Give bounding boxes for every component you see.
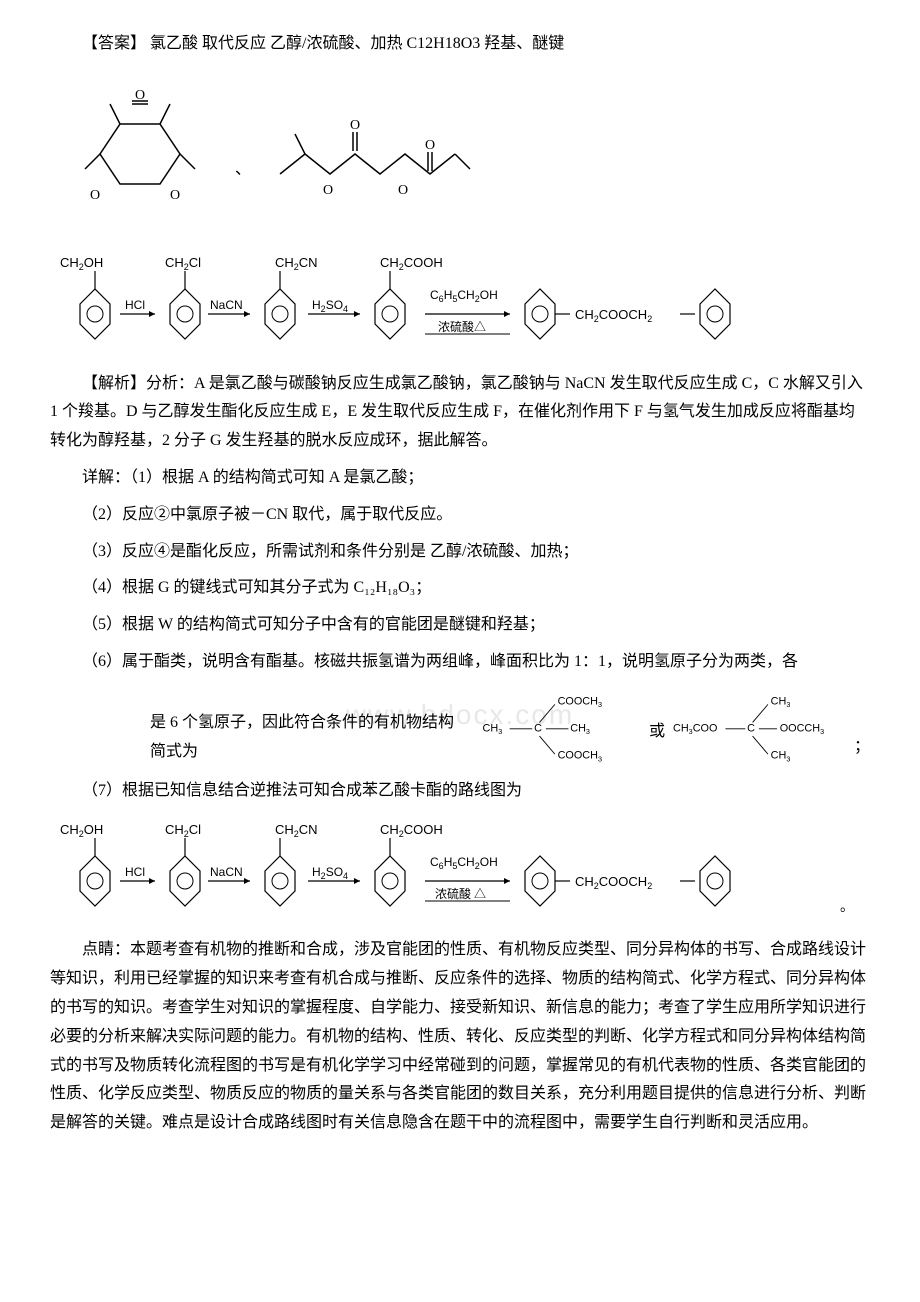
conclusion-text: 本题考查有机物的推断和合成，涉及官能团的性质、有机物反应类型、同分异构体的书写、… bbox=[50, 941, 866, 1131]
svg-text:CH3: CH3 bbox=[571, 722, 591, 736]
detail-2: （2）反应②中氯原子被－CN 取代，属于取代反应。 bbox=[50, 501, 870, 530]
structure-2: CH3COO C OOCCH3 CH3 CH3 bbox=[673, 687, 854, 767]
detail-6: （6）属于酯类，说明含有酯基。核磁共振氢谱为两组峰，峰面积比为 1：1，说明氢原… bbox=[50, 648, 870, 677]
svg-text:HCl: HCl bbox=[125, 298, 145, 312]
svg-text:浓硫酸 △: 浓硫酸 △ bbox=[435, 886, 486, 901]
svg-text:NaCN: NaCN bbox=[210, 865, 243, 879]
svg-text:C: C bbox=[534, 722, 542, 734]
detail-3: （3）反应④是酯化反应，所需试剂和条件分别是 乙醇/浓硫酸、加热； bbox=[50, 538, 870, 567]
structure-prefix: 是 6 个氢原子，因此符合条件的有机物结构简式为 bbox=[150, 709, 468, 767]
svg-text:浓硫酸△: 浓硫酸△ bbox=[438, 319, 486, 334]
flow-diagram-1: CH2OH HCl CH2Cl NaCN CH2CN bbox=[50, 249, 870, 360]
svg-text:NaCN: NaCN bbox=[210, 298, 243, 312]
svg-text:CH3: CH3 bbox=[771, 695, 791, 709]
svg-text:OOCCH3: OOCCH3 bbox=[780, 722, 824, 736]
svg-text:COOCH3: COOCH3 bbox=[558, 695, 602, 709]
answer-line: 【答案】 氯乙酸 取代反应 乙醇/浓硫酸、加热 C12H18O3 羟基、醚键 bbox=[50, 30, 870, 59]
svg-text:H2SO4: H2SO4 bbox=[312, 298, 348, 314]
detail-1: （1）根据 A 的结构简式可知 A 是氯乙酸； bbox=[130, 469, 423, 486]
svg-text:CH3: CH3 bbox=[771, 749, 791, 763]
svg-text:H2SO4: H2SO4 bbox=[312, 865, 348, 881]
analysis-para: 【解析】分析：A 是氯乙酸与碳酸钠反应生成氯乙酸钠，氯乙酸钠与 NaCN 发生取… bbox=[50, 370, 870, 456]
svg-text:C6H5CH2OH: C6H5CH2OH bbox=[430, 288, 498, 304]
svg-text:O: O bbox=[90, 188, 100, 203]
semicolon: ； bbox=[854, 733, 870, 762]
svg-text:C: C bbox=[747, 722, 755, 734]
svg-text:O: O bbox=[425, 138, 435, 153]
detail-5: （5）根据 W 的结构简式可知分子中含有的官能团是醚键和羟基； bbox=[50, 611, 870, 640]
svg-text:O: O bbox=[323, 183, 333, 198]
structure-1: CH3 C CH3 COOCH3 COOCH3 bbox=[478, 687, 641, 767]
svg-text:CH3: CH3 bbox=[483, 722, 503, 736]
svg-text:HCl: HCl bbox=[125, 865, 145, 879]
detail-intro: 详解：（1）根据 A 的结构简式可知 A 是氯乙酸； bbox=[50, 464, 870, 493]
svg-text:CH2Cl: CH2Cl bbox=[165, 255, 201, 272]
flow-diagram-2: CH2OH HCl CH2Cl NaCN CH2CN H2SO4 bbox=[50, 816, 870, 927]
svg-text:COOCH3: COOCH3 bbox=[558, 749, 602, 763]
svg-text:。: 。 bbox=[840, 900, 854, 915]
structure-row: 是 6 个氢原子，因此符合条件的有机物结构简式为 CH3 C CH3 COOCH… bbox=[50, 687, 870, 767]
svg-text:CH2OH: CH2OH bbox=[60, 822, 103, 839]
svg-text:、: 、 bbox=[235, 161, 251, 178]
svg-text:CH3COO: CH3COO bbox=[673, 722, 717, 736]
svg-text:CH2CN: CH2CN bbox=[275, 255, 318, 272]
ring-structure-diagram: O O O 、 O O O O bbox=[50, 74, 870, 234]
svg-text:CH2COOCH2: CH2COOCH2 bbox=[575, 307, 652, 324]
svg-text:CH2COOCH2: CH2COOCH2 bbox=[575, 874, 652, 891]
svg-text:CH2COOH: CH2COOH bbox=[380, 255, 443, 272]
detail-4: （4）根据 G 的键线式可知其分子式为 C₁₂H₁₈O₃； bbox=[50, 574, 870, 603]
conclusion-para: 点睛：本题考查有机物的推断和合成，涉及官能团的性质、有机物反应类型、同分异构体的… bbox=[50, 936, 870, 1138]
svg-text:CH2Cl: CH2Cl bbox=[165, 822, 201, 839]
analysis-label: 【解析】分析： bbox=[82, 375, 194, 392]
or-text: 或 bbox=[649, 718, 665, 747]
answer-text: 氯乙酸 取代反应 乙醇/浓硫酸、加热 C12H18O3 羟基、醚键 bbox=[146, 35, 564, 52]
svg-text:C6H5CH2OH: C6H5CH2OH bbox=[430, 855, 498, 871]
svg-text:O: O bbox=[398, 183, 408, 198]
svg-text:O: O bbox=[170, 188, 180, 203]
svg-text:CH2CN: CH2CN bbox=[275, 822, 318, 839]
detail-7: （7）根据已知信息结合逆推法可知合成苯乙酸卡酯的路线图为 bbox=[50, 777, 870, 806]
svg-text:O: O bbox=[350, 118, 360, 133]
flow1-label-0: CH2OH bbox=[60, 255, 103, 272]
conclusion-label: 点睛： bbox=[82, 941, 130, 958]
document-content: 【答案】 氯乙酸 取代反应 乙醇/浓硫酸、加热 C12H18O3 羟基、醚键 O… bbox=[50, 30, 870, 1138]
svg-text:CH2COOH: CH2COOH bbox=[380, 822, 443, 839]
answer-label: 【答案】 bbox=[82, 35, 146, 52]
